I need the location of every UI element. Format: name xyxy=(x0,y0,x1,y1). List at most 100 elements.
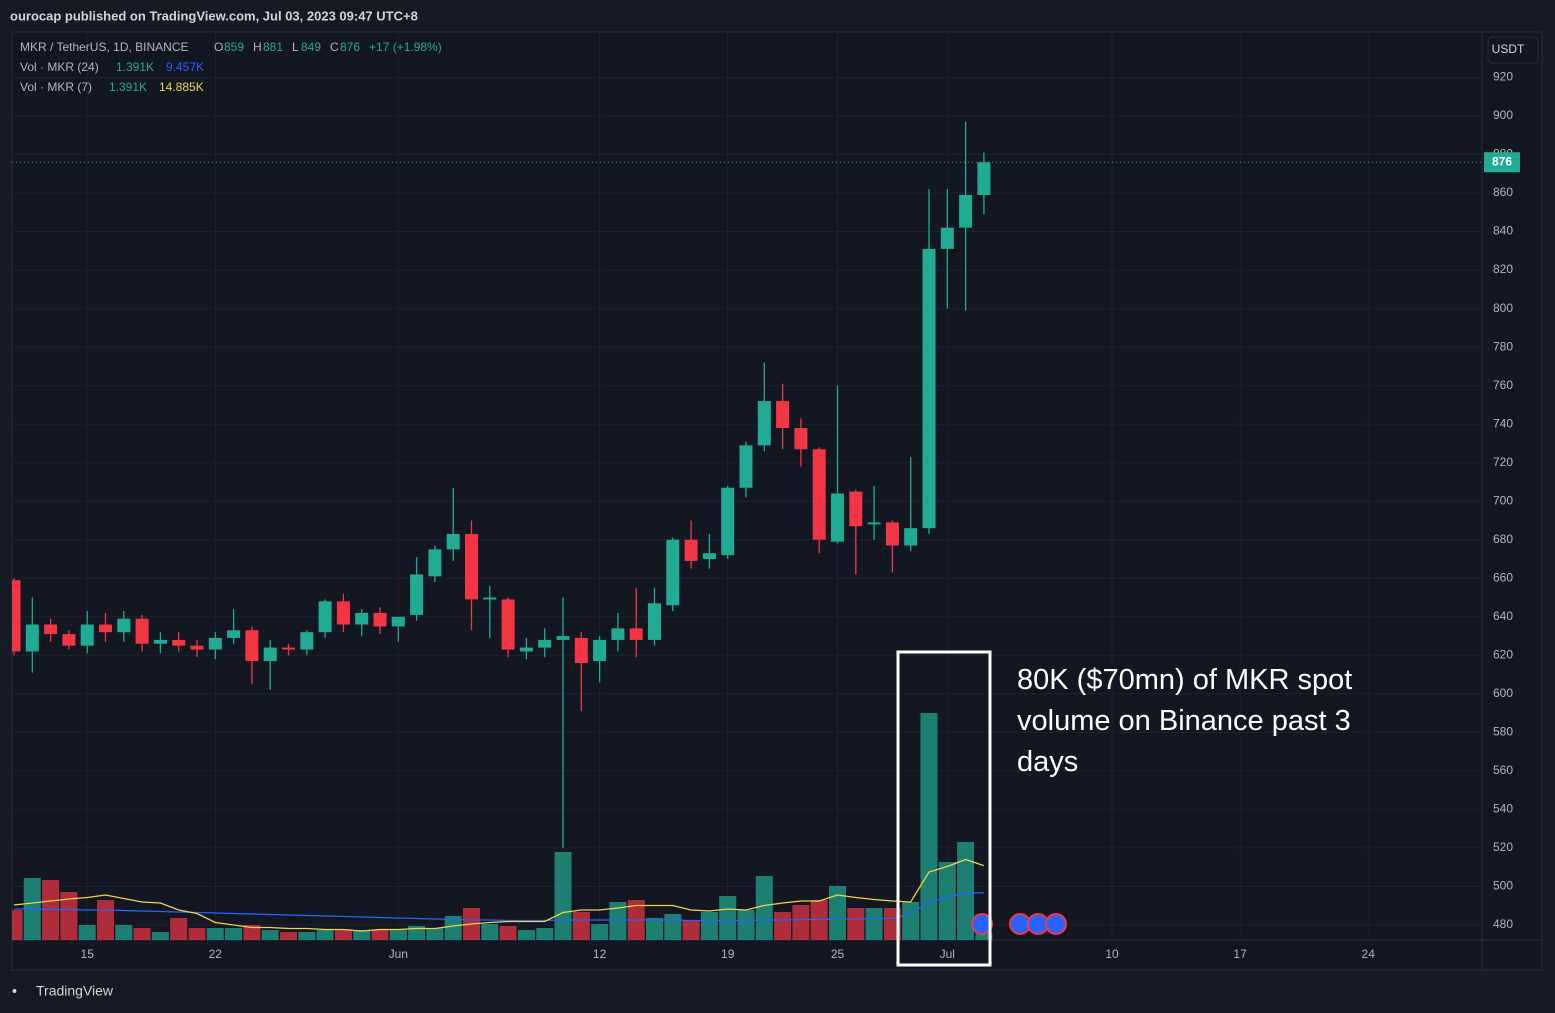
candle-body xyxy=(153,639,167,644)
ma-line xyxy=(13,858,985,932)
volume-bar xyxy=(353,930,371,940)
volume-bar xyxy=(536,928,554,940)
candle-body xyxy=(721,487,735,556)
volume-bar xyxy=(865,908,883,940)
logo-mark: • xyxy=(12,983,17,999)
x-tick-label: 15 xyxy=(81,947,95,961)
candle-body xyxy=(80,624,94,646)
volume-bar xyxy=(517,930,535,940)
symbol-title: MKR / TetherUS, 1D, BINANCE xyxy=(20,40,189,54)
volume-bar xyxy=(847,908,865,940)
candle-body xyxy=(391,616,405,627)
volume-bar xyxy=(188,928,206,940)
event-flags xyxy=(971,913,1067,935)
volume-bar xyxy=(902,902,920,940)
candle-body xyxy=(684,539,698,561)
candle-body xyxy=(904,528,918,546)
x-tick-label: 25 xyxy=(831,947,845,961)
candle-body xyxy=(336,601,350,625)
volume-bar xyxy=(60,892,78,940)
y-tick-label: 780 xyxy=(1493,339,1513,353)
legend-name: Vol · MKR (24) xyxy=(20,60,99,74)
volume-bar xyxy=(206,928,224,940)
ohlc-value: 849 xyxy=(301,40,321,54)
volume-bar xyxy=(920,713,938,940)
unit-label[interactable]: USDT xyxy=(1492,42,1525,56)
candle-body xyxy=(959,194,973,228)
volume-bar xyxy=(957,842,975,940)
volume-bar xyxy=(426,928,444,940)
candle-body xyxy=(977,162,991,195)
volume-bar xyxy=(774,912,792,940)
ohlc-value: 876 xyxy=(340,40,360,54)
candle-body xyxy=(739,445,753,488)
ohlc-label: L xyxy=(292,40,299,54)
volume-bar xyxy=(591,924,609,940)
ohlc-label: H xyxy=(253,40,262,54)
y-tick-label: 820 xyxy=(1493,262,1513,276)
candle-body xyxy=(44,624,58,635)
volume-bar xyxy=(554,852,572,940)
candle-body xyxy=(428,549,442,577)
candle-body xyxy=(12,580,21,652)
candle-body xyxy=(245,630,259,662)
y-tick-label: 860 xyxy=(1493,185,1513,199)
candle-body xyxy=(593,639,607,662)
volume-bar xyxy=(664,914,682,940)
candle-body xyxy=(629,628,643,640)
volume-bar xyxy=(938,862,956,940)
volume-bar xyxy=(499,926,517,940)
candle-body xyxy=(702,553,716,560)
volume-bar xyxy=(700,912,718,940)
x-tick-label: 10 xyxy=(1105,947,1119,961)
candle-body xyxy=(538,639,552,648)
volume-bar xyxy=(280,932,297,940)
candle-body xyxy=(62,634,76,646)
candle-body xyxy=(25,624,39,652)
candle-body xyxy=(648,603,661,640)
ma-line xyxy=(14,892,984,922)
y-tick-label: 720 xyxy=(1493,455,1513,469)
candle-body xyxy=(666,539,680,606)
x-tick-label: 19 xyxy=(721,947,735,961)
unit-box[interactable] xyxy=(1487,36,1539,64)
x-tick-label: Jul xyxy=(940,947,955,961)
legend-volume: 1.391K xyxy=(109,80,147,94)
volume-bar xyxy=(444,916,462,940)
candle-body xyxy=(446,533,460,550)
candle-body xyxy=(208,637,222,650)
volume-bar xyxy=(298,932,316,940)
volume-bar xyxy=(316,930,334,940)
legend-ma-value: 14.885K xyxy=(159,80,204,94)
volume-bar xyxy=(12,910,23,940)
x-tick-label: Jun xyxy=(389,947,408,961)
legend-volume: 1.391K xyxy=(116,60,154,74)
candle-body xyxy=(410,574,424,615)
y-tick-label: 540 xyxy=(1493,802,1513,816)
volume-bar xyxy=(389,930,407,940)
volume-bar xyxy=(572,912,590,940)
candle-body xyxy=(812,449,826,540)
candle-body xyxy=(263,647,277,662)
x-tick-label: 22 xyxy=(209,947,223,961)
last-price-label: 876 xyxy=(1492,154,1512,168)
candle-body xyxy=(757,401,771,446)
volume-bar xyxy=(243,925,261,940)
event-flag[interactable] xyxy=(971,913,993,935)
y-tick-label: 740 xyxy=(1493,416,1513,430)
volume-bar xyxy=(682,920,700,940)
candle-body xyxy=(556,636,570,640)
candle-body xyxy=(172,639,186,646)
y-tick-label: 560 xyxy=(1493,763,1513,777)
volume-bar xyxy=(609,902,627,940)
y-tick-label: 520 xyxy=(1493,840,1513,854)
volume-bar xyxy=(481,924,499,940)
candle-body xyxy=(849,491,863,527)
event-flag[interactable] xyxy=(1045,913,1067,935)
ohlc-value: 881 xyxy=(263,40,283,54)
volume-bar xyxy=(115,925,133,940)
candle-body xyxy=(483,597,497,600)
volume-bar xyxy=(170,918,188,940)
